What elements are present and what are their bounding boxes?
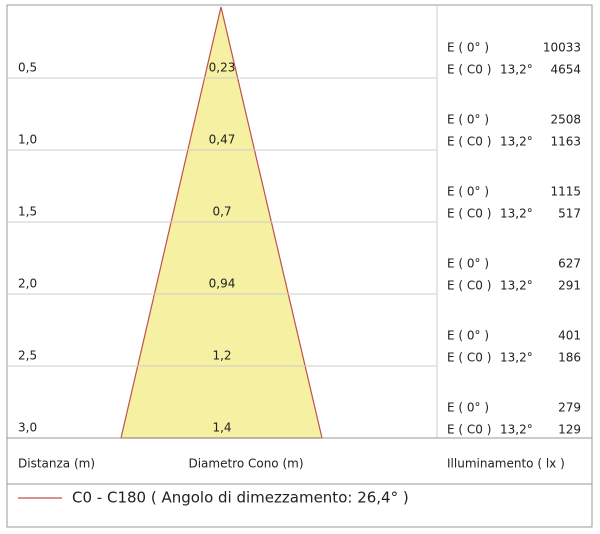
diameter: 0,23 — [209, 61, 236, 75]
distance: 3,0 — [18, 421, 37, 435]
ec0-value: 517 — [558, 207, 581, 221]
ec0-value: 291 — [558, 279, 581, 293]
frame — [6, 4, 593, 528]
angle: 13,2° — [500, 423, 533, 437]
e0-label: E ( 0° ) — [447, 257, 489, 271]
e0-label: E ( 0° ) — [447, 329, 489, 343]
e0-value: 627 — [558, 257, 581, 271]
angle: 13,2° — [500, 63, 533, 77]
diameter: 1,2 — [212, 349, 231, 363]
e0-value: 2508 — [550, 113, 581, 127]
e0-label: E ( 0° ) — [447, 401, 489, 415]
footer-label: Illuminamento ( lx ) — [447, 457, 565, 471]
footer-label: Diametro Cono (m) — [188, 457, 303, 471]
ec0-label: E ( C0 ) — [447, 351, 491, 365]
ec0-value: 186 — [558, 351, 581, 365]
diameter: 0,7 — [212, 205, 231, 219]
footer-label: Distanza (m) — [18, 457, 95, 471]
ec0-value: 129 — [558, 423, 581, 437]
angle: 13,2° — [500, 351, 533, 365]
angle: 13,2° — [500, 135, 533, 149]
ec0-value: 1163 — [550, 135, 581, 149]
ec0-value: 4654 — [550, 63, 581, 77]
diameter: 0,47 — [209, 133, 236, 147]
ec0-label: E ( C0 ) — [447, 135, 491, 149]
ec0-label: E ( C0 ) — [447, 423, 491, 437]
distance: 1,0 — [18, 133, 37, 147]
e0-value: 1115 — [550, 185, 581, 199]
ec0-label: E ( C0 ) — [447, 63, 491, 77]
angle: 13,2° — [500, 207, 533, 221]
e0-label: E ( 0° ) — [447, 113, 489, 127]
distance: 0,5 — [18, 61, 37, 75]
e0-value: 10033 — [543, 41, 581, 55]
legend-label: C0 - C180 ( Angolo di dimezzamento: 26,4… — [72, 489, 409, 507]
ec0-label: E ( C0 ) — [447, 207, 491, 221]
distance: 2,5 — [18, 349, 37, 363]
angle: 13,2° — [500, 279, 533, 293]
distance: 2,0 — [18, 277, 37, 291]
diameter: 1,4 — [212, 421, 231, 435]
e0-label: E ( 0° ) — [447, 185, 489, 199]
diameter: 0,94 — [209, 277, 236, 291]
e0-value: 279 — [558, 401, 581, 415]
distance: 1,5 — [18, 205, 37, 219]
e0-value: 401 — [558, 329, 581, 343]
e0-label: E ( 0° ) — [447, 41, 489, 55]
ec0-label: E ( C0 ) — [447, 279, 491, 293]
